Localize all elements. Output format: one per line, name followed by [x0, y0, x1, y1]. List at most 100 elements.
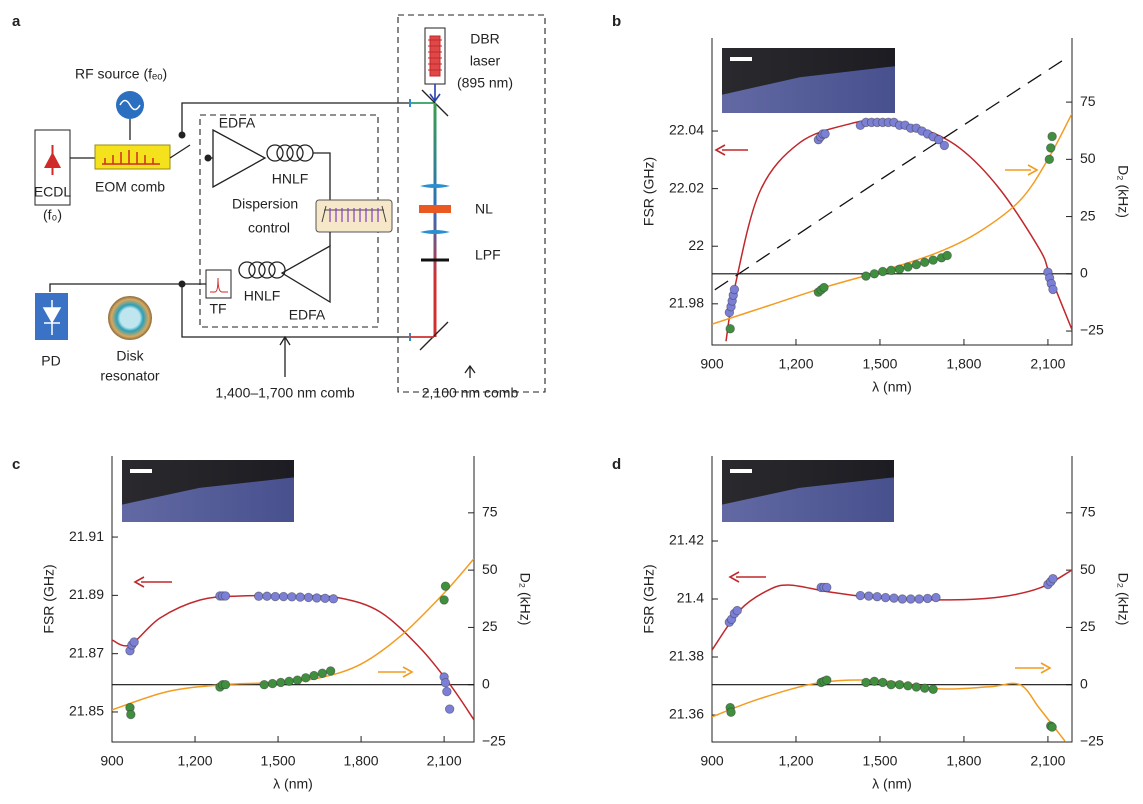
data-point — [253, 591, 264, 601]
axis-frame — [711, 38, 1073, 346]
inset-sample — [722, 477, 894, 522]
x-axis-label: λ (nm) — [872, 379, 912, 395]
data-point — [855, 590, 866, 601]
x-axis-label: λ (nm) — [273, 776, 313, 792]
x-tick-label: 1,500 — [261, 753, 296, 769]
hnlf-label: HNLF — [244, 288, 281, 304]
panel-label: b — [612, 13, 621, 30]
x-tick-label: 1,200 — [778, 356, 813, 372]
data-point — [259, 680, 269, 690]
data-point — [1047, 722, 1057, 732]
series-line — [712, 679, 1066, 742]
panel-label: d — [612, 456, 621, 473]
y2-tick-label: 50 — [1080, 561, 1096, 577]
disk-resonator — [108, 296, 152, 340]
data-point — [442, 686, 452, 697]
x-tick-label: 1,500 — [862, 753, 897, 769]
data-point — [880, 592, 891, 603]
data-point — [878, 266, 888, 277]
series-line — [714, 60, 1063, 291]
data-point — [906, 594, 916, 604]
data-point — [864, 591, 874, 601]
data-point — [878, 677, 888, 688]
data-point — [287, 592, 297, 602]
axis-arrow — [728, 571, 766, 583]
y2-tick-label: 25 — [482, 618, 498, 634]
x-tick-label: 1,800 — [946, 753, 981, 769]
data-point — [295, 592, 305, 602]
data-point — [886, 680, 896, 690]
switch — [169, 144, 191, 159]
dbr-icon — [428, 35, 442, 77]
ecdl-freq: (f₀) — [43, 207, 62, 223]
axis-arrow — [133, 576, 172, 588]
data-point — [911, 259, 922, 270]
y2-tick-label: 0 — [1080, 675, 1088, 691]
y2-tick-label: 75 — [1080, 93, 1096, 109]
beam — [433, 103, 437, 337]
y2-tick-label: 75 — [1080, 504, 1096, 520]
panel-label: a — [12, 13, 21, 30]
series-line — [112, 594, 474, 721]
comb-label: 2,100 nm comb — [422, 385, 519, 401]
data-point — [920, 683, 930, 693]
fiber — [49, 283, 206, 292]
data-point — [897, 594, 908, 604]
scale-bar — [730, 57, 752, 61]
data-point — [303, 592, 314, 603]
mirror — [419, 321, 449, 351]
chart: b 900 1,200 1,500 1,800 2,100 21.98 22 22.02 22.0… — [612, 13, 1131, 395]
data-point — [220, 591, 231, 601]
y-tick-label: 22.04 — [669, 122, 704, 138]
scale-bar — [130, 469, 152, 473]
y-axis-label: FSR (GHz) — [41, 564, 57, 633]
axis-arrow — [714, 144, 748, 156]
data-point — [911, 682, 922, 692]
data-point — [292, 675, 303, 685]
y-tick-label: 21.36 — [669, 706, 704, 722]
y2-axis-label: D₂ (kHz) — [1115, 165, 1131, 218]
data-point — [129, 637, 139, 647]
nl-crystal — [419, 205, 451, 213]
data-point — [440, 678, 451, 688]
data-point — [903, 262, 913, 272]
data-point — [869, 269, 880, 279]
comb-icon — [102, 150, 160, 165]
data-point — [914, 594, 924, 604]
hnlf-coil — [266, 144, 314, 162]
data-point — [440, 581, 451, 591]
data-point — [1048, 284, 1058, 295]
x-tick-label: 1,800 — [344, 753, 379, 769]
data-point — [872, 591, 882, 602]
data-point — [822, 582, 832, 593]
nl-label: NL — [475, 201, 493, 217]
dbr-label: DBR — [470, 31, 500, 47]
data-point — [270, 591, 280, 602]
tf-label: TF — [209, 301, 226, 317]
data-point — [894, 680, 905, 690]
y2-tick-label: 50 — [1080, 150, 1096, 166]
x-tick-label: 1,200 — [778, 753, 813, 769]
disk-label: resonator — [100, 368, 159, 384]
series-line — [725, 119, 1072, 342]
data-point — [276, 677, 286, 688]
y-tick-label: 21.87 — [69, 644, 104, 660]
data-point — [444, 704, 455, 714]
chart: d 900 1,200 1,500 1,800 2,100 21.36 21.38 21.4 21… — [612, 456, 1131, 792]
y2-tick-label: 25 — [1080, 207, 1096, 223]
sine-icon — [119, 99, 141, 111]
dispersion-label: Dispersion — [232, 196, 298, 212]
data-point — [220, 680, 231, 690]
data-point — [126, 709, 136, 720]
x-tick-label: 2,100 — [427, 753, 462, 769]
fiber — [181, 284, 410, 338]
y2-tick-label: 0 — [482, 675, 490, 691]
pd-label: PD — [41, 353, 60, 369]
data-point — [820, 129, 830, 139]
y-axis-label: FSR (GHz) — [641, 157, 657, 226]
pump-arrow — [429, 84, 441, 103]
inset-sample — [722, 66, 895, 113]
y2-tick-label: −25 — [1080, 322, 1104, 338]
series-line — [712, 569, 1072, 651]
